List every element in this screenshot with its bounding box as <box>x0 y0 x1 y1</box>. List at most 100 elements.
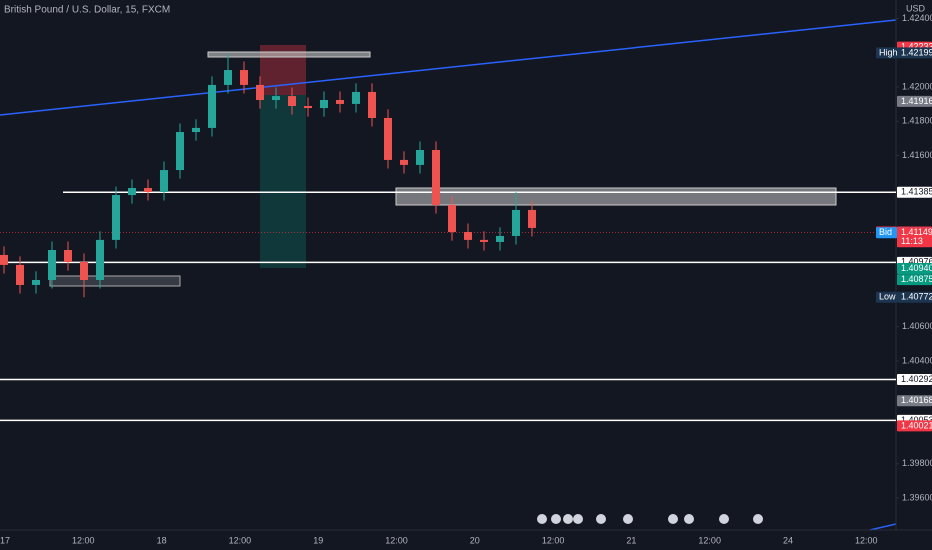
price-tag-prefix-bg <box>876 291 897 303</box>
events <box>537 514 763 524</box>
candle-body <box>16 264 24 285</box>
price-tag: 1.41916 <box>897 96 932 107</box>
price-tag: 1.40168 <box>897 395 932 407</box>
price-tag-prefix: Bid <box>879 227 892 237</box>
candle-body <box>416 150 424 165</box>
candle-body <box>96 239 104 280</box>
event-icon <box>563 514 573 524</box>
y-tick-label: 1.39600 <box>902 492 932 502</box>
candle-body <box>448 204 456 233</box>
target-zone <box>260 95 306 268</box>
candle-body <box>464 232 472 240</box>
zone-box <box>395 187 837 206</box>
currency-label: USD <box>906 3 926 13</box>
event-icon <box>573 514 583 524</box>
x-tick-label: 19 <box>313 535 323 545</box>
price-tag-bg <box>897 373 932 385</box>
candle-body <box>480 239 488 242</box>
price-tag-label: 1.41149 <box>901 227 932 237</box>
candle-body <box>64 250 72 263</box>
candle-body <box>320 100 328 109</box>
event-icon <box>596 514 606 524</box>
price-tag: 1.40772 Low <box>876 292 932 303</box>
price-tag-label: 1.41385 <box>901 187 932 197</box>
y-tick-label: 1.42400 <box>902 13 932 23</box>
price-tag: 1.40292 <box>897 374 932 385</box>
candle-body <box>384 117 392 160</box>
x-tick-label: 18 <box>157 535 167 545</box>
price-tag-bg <box>897 95 932 107</box>
y-tick-label: 1.40600 <box>902 321 932 331</box>
event-icon <box>753 514 763 524</box>
candle-body <box>112 195 120 240</box>
candle-body <box>512 209 520 236</box>
candle-body <box>288 96 296 106</box>
candle-body <box>272 96 280 101</box>
x-tick-label: 12:00 <box>385 535 408 545</box>
event-icon <box>668 514 678 524</box>
y-tick-label: 1.40400 <box>902 355 932 365</box>
price-tag-label: 1.40875 <box>901 274 932 284</box>
event-icon <box>623 514 633 524</box>
chart-title: British Pound / U.S. Dollar, 15, FXCM <box>4 5 170 16</box>
price-tag-label: 1.41916 <box>901 96 932 106</box>
candle-body <box>496 235 504 242</box>
price-tag-time: 11:13 <box>901 236 923 246</box>
price-tag-bg <box>897 186 932 198</box>
price-tag-label: 1.40772 <box>901 292 932 302</box>
trend-line <box>0 19 897 116</box>
price-tag-label: 1.42233 <box>901 41 932 51</box>
price-tag-bg <box>897 420 932 432</box>
price-tag-bg <box>897 227 932 248</box>
candle-body <box>432 150 440 205</box>
candle-body <box>224 70 232 85</box>
candle-body <box>368 91 376 118</box>
candle-body <box>32 279 40 285</box>
candle-body <box>176 132 184 171</box>
x-tick-label: 17 <box>0 535 10 545</box>
price-tag-bg <box>897 47 932 59</box>
candle-body <box>0 254 8 265</box>
price-tag: 1.40875 <box>897 274 932 286</box>
price-tag-label: 1.40940 <box>901 263 932 273</box>
candle-body <box>400 159 408 165</box>
price-tag: 1.40940 <box>897 263 932 275</box>
price-tag-prefix: High <box>879 47 898 57</box>
y-tick-label: 1.42000 <box>902 81 932 91</box>
price-tag-prefix-bg <box>876 47 897 59</box>
candle-body <box>256 84 264 101</box>
price-tag-label: 1.40053 <box>901 415 932 425</box>
candle-body <box>336 100 344 104</box>
candle-body <box>80 262 88 280</box>
x-tick-label: 21 <box>626 535 636 545</box>
x-tick-label: 20 <box>470 535 480 545</box>
y-tick-label: 1.41600 <box>902 150 932 160</box>
candle-body <box>528 209 536 228</box>
price-tag: 1.40021 <box>897 420 932 432</box>
event-icon <box>551 514 561 524</box>
price-tag-label: 1.42199 <box>901 47 932 57</box>
y-tick-label: 1.41800 <box>902 116 932 126</box>
price-tag-bg <box>897 263 932 275</box>
price-tag-bg <box>897 291 932 303</box>
price-tag-prefix-bg <box>876 227 897 239</box>
price-tag-label: 1.40976 <box>901 257 932 267</box>
event-icon <box>719 514 729 524</box>
price-tag: 1.41385 <box>897 187 932 198</box>
candle-body <box>48 250 56 280</box>
candle-body <box>144 188 152 192</box>
candle-body <box>240 70 248 85</box>
candle-body <box>208 84 216 128</box>
price-tag-prefix: Low <box>879 292 896 302</box>
x-tick-label: 12:00 <box>698 535 721 545</box>
price-tag-bg <box>897 274 932 286</box>
x-tick-label: 12:00 <box>72 535 95 545</box>
candle-body <box>192 127 200 133</box>
event-icon <box>537 514 547 524</box>
candle-body <box>128 188 136 196</box>
price-tag-label: 1.40021 <box>901 420 932 430</box>
